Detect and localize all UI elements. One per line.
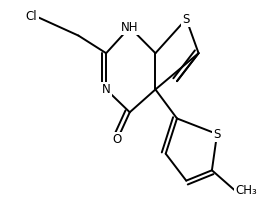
Text: O: O [113, 133, 122, 146]
Text: S: S [213, 127, 221, 140]
Text: N: N [102, 83, 111, 96]
Text: S: S [183, 13, 190, 25]
Text: NH: NH [121, 21, 138, 34]
Text: CH₃: CH₃ [235, 185, 257, 197]
Text: Cl: Cl [26, 10, 37, 24]
